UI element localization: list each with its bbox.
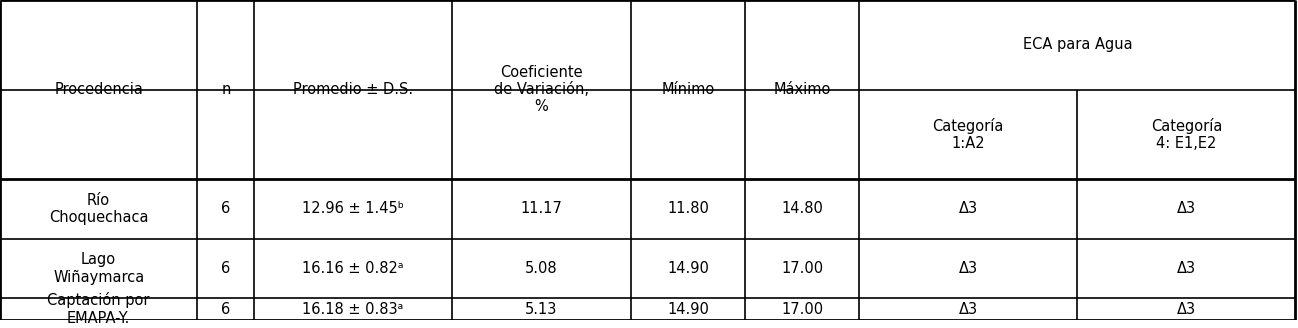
- Text: 12.96 ± 1.45ᵇ: 12.96 ± 1.45ᵇ: [302, 201, 404, 216]
- Text: 14.90: 14.90: [667, 301, 709, 317]
- Text: Δ3: Δ3: [1177, 301, 1195, 317]
- Text: Δ3: Δ3: [1177, 261, 1195, 276]
- Text: 5.08: 5.08: [524, 261, 558, 276]
- Text: Categoría
1:A2: Categoría 1:A2: [933, 117, 1003, 151]
- Text: Procedencia: Procedencia: [55, 82, 143, 97]
- Text: 6: 6: [221, 201, 231, 216]
- Text: 14.80: 14.80: [781, 201, 823, 216]
- Text: 11.17: 11.17: [520, 201, 562, 216]
- Text: Δ3: Δ3: [1177, 201, 1195, 216]
- Text: 5.13: 5.13: [526, 301, 557, 317]
- Text: Río
Choquechaca: Río Choquechaca: [49, 193, 148, 225]
- Text: Δ3: Δ3: [959, 261, 977, 276]
- Text: 17.00: 17.00: [781, 261, 823, 276]
- Text: Coeficiente
de Variación,
%: Coeficiente de Variación, %: [493, 65, 589, 114]
- Text: 16.16 ± 0.82ᵃ: 16.16 ± 0.82ᵃ: [302, 261, 404, 276]
- Text: 16.18 ± 0.83ᵃ: 16.18 ± 0.83ᵃ: [302, 301, 404, 317]
- Text: Máximo: Máximo: [774, 82, 831, 97]
- Text: 11.80: 11.80: [667, 201, 709, 216]
- Text: n: n: [221, 82, 231, 97]
- Text: Mínimo: Mínimo: [661, 82, 715, 97]
- Text: 17.00: 17.00: [781, 301, 823, 317]
- Text: 14.90: 14.90: [667, 261, 709, 276]
- Text: Categoría
4: E1,E2: Categoría 4: E1,E2: [1151, 117, 1221, 151]
- Text: Δ3: Δ3: [959, 201, 977, 216]
- Text: Lago
Wiñaymarca: Lago Wiñaymarca: [53, 252, 144, 285]
- Text: Promedio ± D.S.: Promedio ± D.S.: [293, 82, 413, 97]
- Text: 6: 6: [221, 261, 231, 276]
- Text: 6: 6: [221, 301, 231, 317]
- Text: Δ3: Δ3: [959, 301, 977, 317]
- Text: Captación por
EMAPA-Y.: Captación por EMAPA-Y.: [48, 292, 149, 326]
- Text: ECA para Agua: ECA para Agua: [1023, 37, 1132, 52]
